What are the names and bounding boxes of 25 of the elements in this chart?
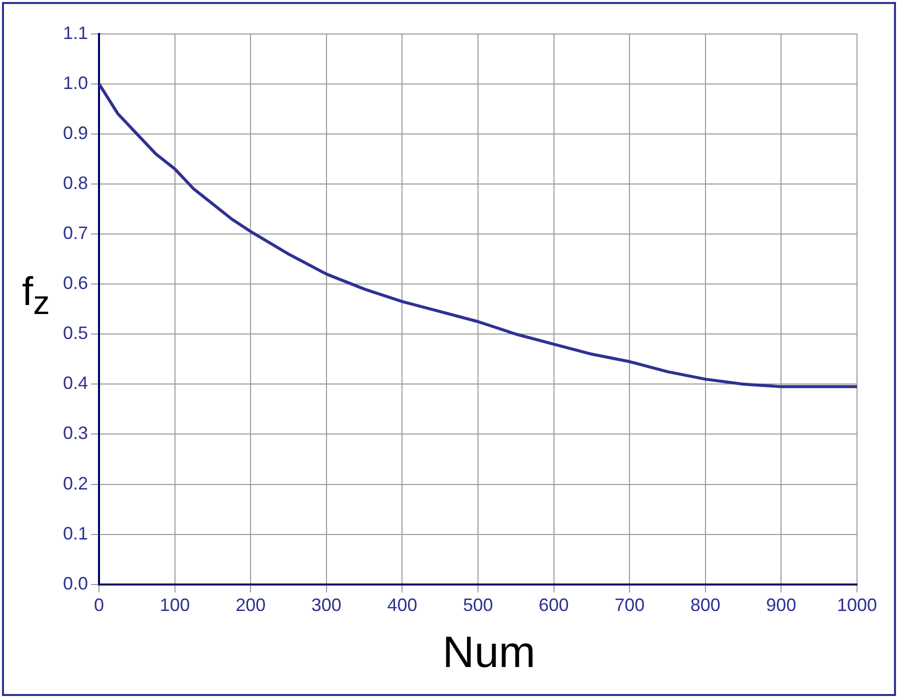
y-axis-title: f$_{z}$	[22, 270, 50, 323]
y-tick-label: 0.4	[62, 373, 88, 394]
x-tick-label: 300	[311, 595, 342, 616]
y-tick-label: 0.0	[62, 573, 88, 594]
x-tick-label: 600	[538, 595, 569, 616]
y-tick-label: 0.6	[62, 273, 88, 294]
y-tick-label: 0.7	[62, 222, 88, 243]
x-axis-title: Num	[442, 628, 536, 678]
y-tick-label: 0.3	[62, 423, 88, 444]
y-tick-label: 0.2	[62, 473, 88, 494]
x-tick-label: 800	[690, 595, 720, 616]
y-tick-label: 0.8	[62, 172, 88, 193]
x-tick-label: 700	[614, 595, 645, 616]
x-tick-label: 1000	[836, 595, 877, 616]
x-tick-label: 100	[160, 595, 190, 616]
y-tick-label: 1.0	[62, 72, 88, 93]
x-tick-label: 900	[766, 595, 796, 616]
y-tick-label: 1.1	[62, 22, 88, 43]
y-tick-label: 0.5	[62, 323, 88, 344]
x-tick-label: 400	[387, 595, 418, 616]
y-tick-label: 0.1	[62, 523, 88, 544]
x-tick-label: 0	[94, 595, 104, 616]
x-tick-label: 200	[236, 595, 266, 616]
y-tick-label: 0.9	[62, 122, 88, 143]
x-tick-label: 500	[462, 595, 494, 616]
